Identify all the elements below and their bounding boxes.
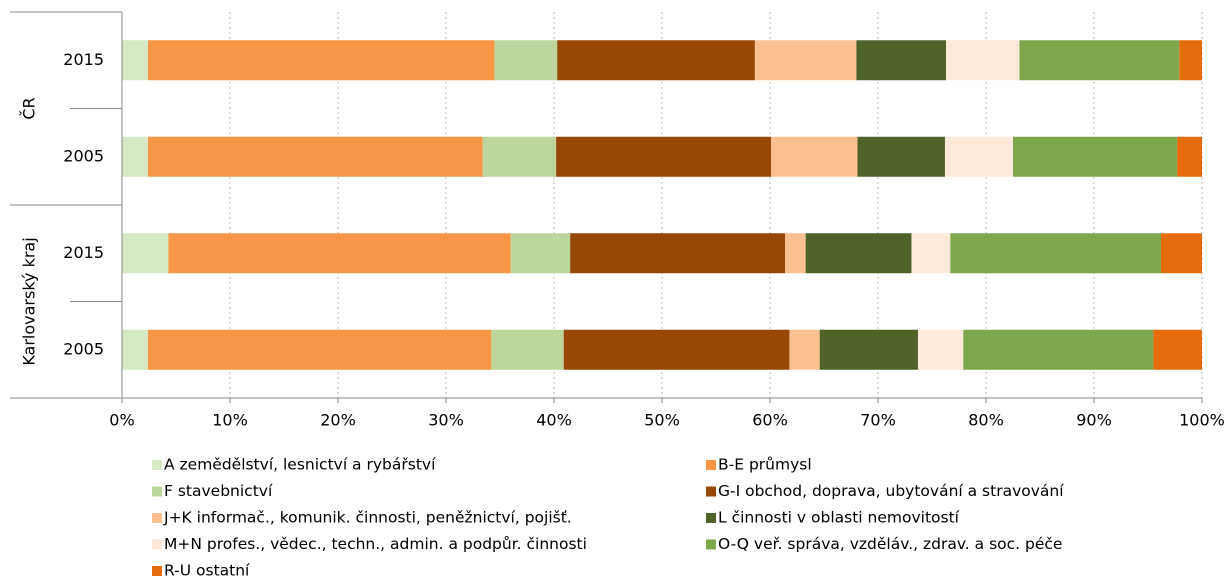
bar-segment	[122, 136, 148, 177]
bar-segment	[557, 40, 755, 81]
y-tick-label: 2005	[63, 146, 104, 165]
legend-label: B-E průmysl	[718, 456, 812, 474]
bar-segment	[482, 136, 557, 177]
bar-segment	[771, 136, 858, 177]
legend-swatch	[706, 513, 716, 523]
legend-swatch	[706, 539, 716, 550]
legend-label: G-I obchod, doprava, ubytování a stravov…	[718, 482, 1064, 500]
bar-segment	[494, 40, 558, 81]
x-tick-label: 50%	[644, 411, 680, 430]
bar-segment	[944, 136, 1013, 177]
group-label: Karlovarský kraj	[20, 237, 39, 365]
x-tick-label: 20%	[320, 411, 356, 430]
x-tick-label: 70%	[860, 411, 896, 430]
bar-segment	[1177, 136, 1202, 177]
legend-swatch	[152, 460, 162, 470]
legend-swatch	[152, 486, 162, 497]
legend-swatch	[152, 513, 162, 523]
bar-segment	[563, 329, 790, 370]
legend-label: M+N profes., vědec., techn., admin. a po…	[164, 535, 587, 553]
bar-segment	[147, 40, 495, 81]
bar-segment	[1160, 233, 1202, 274]
bar-segment	[147, 136, 483, 177]
bar-segment	[570, 233, 786, 274]
bar-segment	[1153, 329, 1202, 370]
legend-swatch	[706, 486, 716, 497]
y-tick-label: 2015	[63, 50, 104, 69]
bar-segment	[819, 329, 918, 370]
x-tick-label: 60%	[752, 411, 788, 430]
bar-segment	[911, 233, 951, 274]
y-tick-label: 2005	[63, 339, 104, 358]
x-tick-label: 80%	[968, 411, 1004, 430]
x-tick-label: 30%	[428, 411, 464, 430]
bar-segment	[510, 233, 571, 274]
x-tick-label: 0%	[109, 411, 134, 430]
legend-swatch	[706, 460, 716, 470]
bar-segment	[1179, 40, 1202, 81]
legend-swatch	[152, 539, 162, 550]
bar-segment	[122, 233, 169, 274]
bar-segment	[491, 329, 564, 370]
bar-segment	[754, 40, 857, 81]
bar-segment	[556, 136, 772, 177]
legend-label: R-U ostatní	[164, 562, 250, 579]
bar-segment	[946, 40, 1020, 81]
group-label: ČR	[20, 97, 39, 119]
x-tick-label: 100%	[1179, 411, 1225, 430]
bar-segment	[168, 233, 511, 274]
legend-label: J+K informač., komunik. činnosti, peněžn…	[163, 509, 572, 527]
legend-label: L činnosti v oblasti nemovitostí	[718, 509, 960, 527]
bar-segment	[122, 40, 148, 81]
bar-segment	[789, 329, 820, 370]
legend-label: A zemědělství, lesnictví a rybářství	[164, 456, 436, 474]
bar-segment	[122, 329, 148, 370]
x-tick-label: 10%	[212, 411, 248, 430]
bar-segment	[857, 136, 945, 177]
bar-segment	[1019, 40, 1180, 81]
legend-label: O-Q veř. správa, vzděláv., zdrav. a soc.…	[718, 535, 1062, 553]
bar-segment	[917, 329, 964, 370]
bar-segment	[963, 329, 1154, 370]
x-tick-label: 90%	[1076, 411, 1112, 430]
bar-segment	[1013, 136, 1178, 177]
bar-segment	[805, 233, 912, 274]
legend-swatch	[152, 566, 162, 576]
y-tick-label: 2015	[63, 243, 104, 262]
bar-segment	[856, 40, 947, 81]
bar-segment	[147, 329, 492, 370]
legend-label: F stavebnictví	[164, 482, 273, 500]
x-tick-label: 40%	[536, 411, 572, 430]
bar-segment	[950, 233, 1161, 274]
bar-segment	[785, 233, 806, 274]
